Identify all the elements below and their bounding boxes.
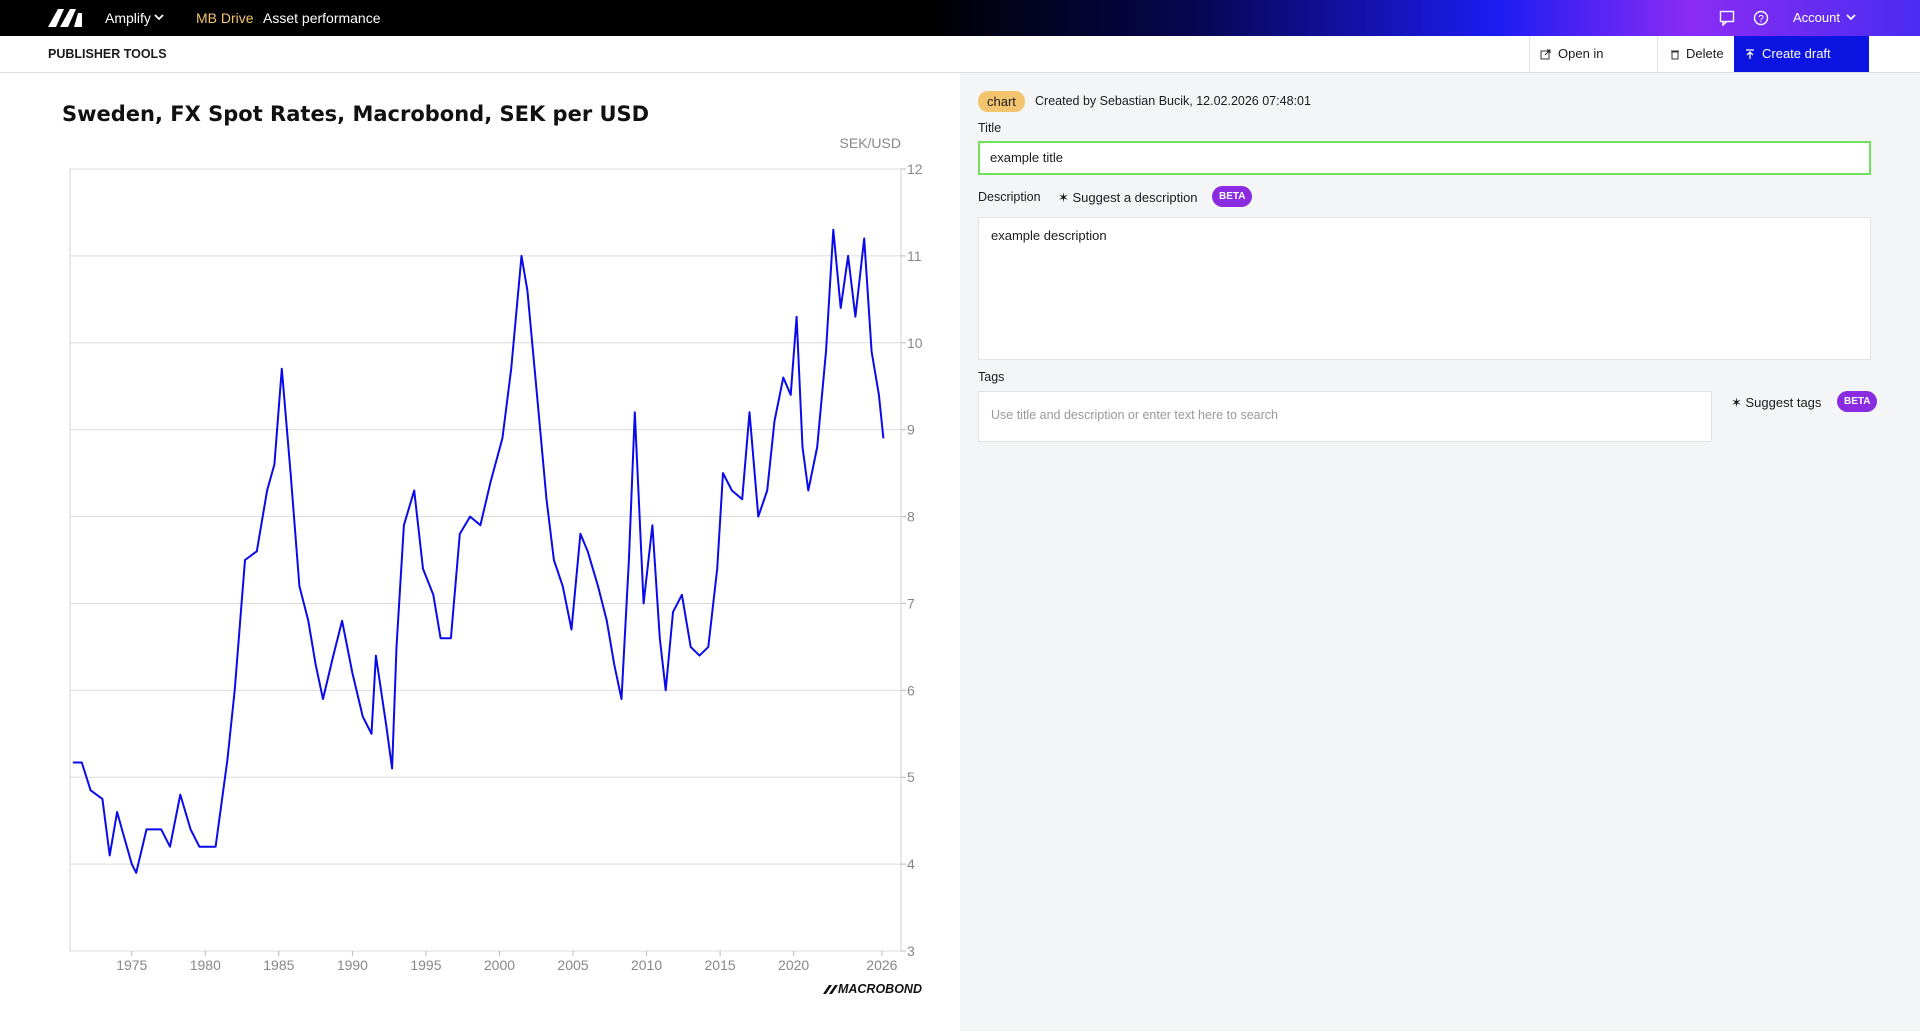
placeholder: Use title and description or enter text … (991, 408, 1278, 422)
beta-badge: BETA (1837, 391, 1878, 412)
source-logo: MACROBOND (823, 982, 922, 996)
x-tick-label: 1990 (337, 957, 368, 973)
logo[interactable] (48, 9, 82, 27)
y-tick-label: 7 (907, 595, 915, 611)
icon (1540, 49, 1551, 60)
chart-panel: Sweden, FX Spot Rates, Macrobond, SEK pe… (0, 73, 960, 1031)
nav-link[interactable]: Asset performance (263, 10, 381, 26)
top-bar: Amplify MB Drive Asset performance ? Acc… (0, 0, 1920, 36)
input-value: example title (990, 150, 1063, 165)
x-tick-label: 2026 (866, 957, 897, 973)
y-tick-label: 5 (907, 769, 915, 785)
y-tick-label: 11 (907, 248, 922, 264)
created-info: Created by Sebastian Bucik, 12.02.2026 0… (1035, 94, 1311, 108)
x-tick-label: 1995 (410, 957, 441, 973)
input-value: example description (991, 228, 1107, 243)
menu[interactable]: Amplify (105, 10, 151, 26)
suggest-description[interactable]: ✶ Suggest a description (1058, 190, 1198, 205)
account[interactable]: Account (1793, 10, 1840, 25)
line-series (72, 228, 885, 874)
delete[interactable]: Delete (1657, 36, 1734, 72)
x-tick-label: 2010 (631, 957, 662, 973)
y-tick-label: 8 (907, 509, 915, 525)
y-axis-label: SEK/USD (840, 135, 901, 151)
suggest-tags[interactable]: ✶ Suggest tags (1731, 395, 1822, 410)
title-input[interactable]: example title (978, 141, 1871, 175)
field-label: Tags (978, 370, 1005, 384)
plot-frame (69, 168, 902, 952)
x-tick-label: 1975 (116, 957, 147, 973)
toolbar: PUBLISHER TOOLS Open in Analysis Delete … (0, 36, 1920, 97)
toolbar-title: PUBLISHER TOOLS (48, 47, 167, 61)
field-label: Title (978, 121, 1002, 135)
source-text: MACROBOND (838, 982, 922, 996)
x-tick-label: 2000 (484, 957, 515, 973)
form-panel: chart Created by Sebastian Bucik, 12.02.… (960, 73, 1920, 1031)
beta-badge: BETA (1212, 186, 1253, 207)
x-tick-label: 2005 (557, 957, 588, 973)
x-tick-label: 2020 (778, 957, 809, 973)
svg-text:?: ? (1758, 14, 1764, 25)
button-label: Delete (1686, 46, 1724, 61)
y-tick-label: 9 (907, 422, 915, 438)
y-tick-label: 12 (907, 161, 923, 177)
x-tick-label: 1980 (190, 957, 221, 973)
link-text: Suggest a description (1072, 190, 1198, 205)
x-tick-label: 1985 (263, 957, 294, 973)
icon (1746, 49, 1754, 59)
description-input[interactable]: example description (978, 217, 1871, 360)
y-tick-label: 4 (907, 856, 915, 872)
chart: Sweden, FX Spot Rates, Macrobond, SEK pe… (62, 102, 923, 996)
feedback-icon[interactable] (1719, 10, 1735, 26)
chevron (154, 14, 164, 21)
tags-input[interactable]: Use title and description or enter text … (978, 391, 1712, 442)
nav-link[interactable]: MB Drive (196, 10, 254, 26)
y-tick-label: 10 (907, 335, 923, 351)
chevron (1846, 14, 1856, 21)
chart-title: Sweden, FX Spot Rates, Macrobond, SEK pe… (62, 102, 649, 126)
link-text: Suggest tags (1745, 395, 1822, 410)
y-tick-label: 3 (907, 943, 915, 959)
icon (1671, 50, 1679, 60)
y-tick-label: 6 (907, 682, 915, 698)
x-tick-label: 2015 (705, 957, 736, 973)
type-tag: chart (978, 91, 1025, 112)
field-label: Description (978, 190, 1041, 204)
help-icon[interactable]: ? (1753, 10, 1769, 26)
